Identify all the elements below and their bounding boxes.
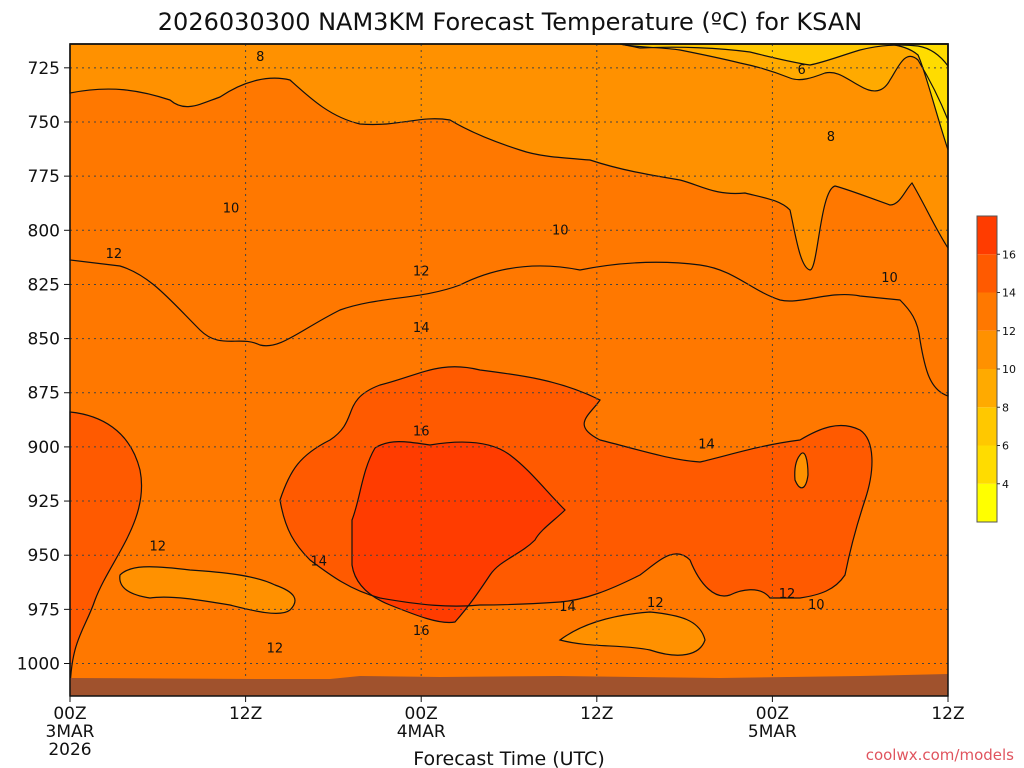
y-tick-label-800: 800 bbox=[28, 221, 60, 241]
x-tick-label-0: 00Z 3MAR 2026 bbox=[46, 704, 95, 760]
colorbar-band-10 bbox=[977, 330, 997, 369]
credit-text: coolwx.com/models bbox=[866, 746, 1014, 764]
colorbar-band-8 bbox=[977, 369, 997, 408]
contour-label-1: 6 bbox=[798, 63, 806, 78]
contour-label-17: 16 bbox=[413, 624, 430, 639]
y-tick-label-975: 975 bbox=[28, 600, 60, 620]
contour-cool12a bbox=[119, 566, 296, 614]
contour-label-12: 14 bbox=[310, 555, 327, 570]
x-tick-label-1: 12Z bbox=[229, 704, 262, 724]
x-tick-label-2: 00Z 4MAR bbox=[397, 704, 446, 742]
y-tick-label-750: 750 bbox=[28, 113, 60, 133]
colorbar: 4 6 8 10 12 14 16 bbox=[976, 215, 1016, 523]
band-8-10 bbox=[70, 44, 948, 120]
y-tick-label-850: 850 bbox=[28, 330, 60, 350]
contour-label-6: 12 bbox=[413, 264, 430, 279]
grid-lines bbox=[69, 44, 949, 696]
cool-pocket-12-east bbox=[794, 452, 808, 488]
contour-label-0: 8 bbox=[256, 50, 264, 65]
contour-label-9: 16 bbox=[413, 425, 430, 440]
chart-title: 2026030300 NAM3KM Forecast Temperature (… bbox=[158, 8, 862, 36]
contour-warm14 bbox=[279, 366, 873, 607]
contour-lines bbox=[69, 43, 949, 697]
contour-b6 bbox=[619, 43, 949, 68]
contour-label-14: 12 bbox=[647, 596, 664, 611]
y-tick-label-1000: 1000 bbox=[17, 655, 60, 675]
x-tick-label-4: 00Z 5MAR bbox=[748, 704, 797, 742]
x-tick-label-5: 12Z bbox=[931, 704, 964, 724]
band-14-16 bbox=[70, 412, 142, 696]
terrain-surface bbox=[70, 674, 948, 696]
y-tick-label-925: 925 bbox=[28, 492, 60, 512]
colorbar-label-6: 6 bbox=[1002, 440, 1009, 453]
contour-b14 bbox=[69, 411, 143, 697]
contour-label-10: 14 bbox=[698, 438, 715, 453]
cool-pocket-12-left bbox=[119, 566, 295, 614]
y-tick-label-950: 950 bbox=[28, 546, 60, 566]
contour-label-5: 12 bbox=[106, 247, 123, 262]
y-tick-label-875: 875 bbox=[28, 384, 60, 404]
x-tick-label-3: 12Z bbox=[580, 704, 613, 724]
contour-label-3: 10 bbox=[223, 202, 240, 217]
x-axis-label: Forecast Time (UTC) bbox=[413, 748, 604, 768]
plot-area: 8 6 8 10 10 12 12 10 14 16 14 12 14 12 12 14 10 16 12 bbox=[69, 43, 949, 697]
contour-labels: 8 6 8 10 10 12 12 10 14 16 14 12 14 12 12 14 10 16 12 bbox=[106, 50, 898, 656]
cool-pocket-12-right bbox=[560, 612, 705, 656]
contour-b12 bbox=[69, 43, 949, 397]
colorbar-label-14: 14 bbox=[1002, 287, 1016, 300]
y-axis: 725 750 775 800 825 850 875 900 925 950 975 1000 bbox=[17, 59, 70, 675]
contour-b8 bbox=[70, 43, 949, 121]
contour-cool12c bbox=[794, 452, 809, 489]
colorbar-label-4: 4 bbox=[1002, 478, 1009, 491]
y-tick-label-775: 775 bbox=[28, 167, 60, 187]
contour-b10 bbox=[69, 43, 949, 271]
contour-label-15: 14 bbox=[559, 600, 576, 615]
x-axis: 00Z 3MAR 2026 12Z 00Z 4MAR 12Z 00Z 5MAR 12Z bbox=[46, 696, 965, 760]
colorbar-band-16 bbox=[977, 216, 997, 255]
contour-label-13: 12 bbox=[779, 587, 796, 602]
contour-label-4: 10 bbox=[552, 223, 569, 238]
contour-label-18: 12 bbox=[267, 641, 284, 656]
y-tick-label-725: 725 bbox=[28, 59, 60, 79]
contour-label-11: 12 bbox=[150, 540, 167, 555]
colorbar-band-6 bbox=[977, 407, 997, 446]
contour-label-16: 10 bbox=[808, 598, 825, 613]
band-4-6 bbox=[890, 44, 948, 150]
colorbar-band-2 bbox=[977, 483, 997, 522]
plot-frame bbox=[69, 43, 949, 697]
colorbar-label-12: 12 bbox=[1002, 325, 1016, 338]
contour-cool12b bbox=[558, 611, 706, 656]
colorbar-label-16: 16 bbox=[1002, 248, 1016, 261]
contour-label-2: 8 bbox=[827, 130, 835, 145]
colorbar-band-4 bbox=[977, 445, 997, 484]
contour-b4 bbox=[889, 43, 949, 151]
warm-core-16 bbox=[352, 441, 565, 623]
contour-warm16 bbox=[351, 441, 566, 624]
colorbar-band-14 bbox=[977, 254, 997, 293]
contour-label-7: 10 bbox=[881, 271, 898, 286]
colorbar-band-12 bbox=[977, 292, 997, 331]
band-10-12 bbox=[70, 44, 948, 270]
colorbar-label-10: 10 bbox=[1002, 363, 1016, 376]
y-tick-label-900: 900 bbox=[28, 438, 60, 458]
y-tick-label-825: 825 bbox=[28, 275, 60, 295]
colorbar-label-8: 8 bbox=[1002, 401, 1009, 414]
contour-label-8: 14 bbox=[413, 321, 430, 336]
band-6-8 bbox=[620, 44, 948, 66]
